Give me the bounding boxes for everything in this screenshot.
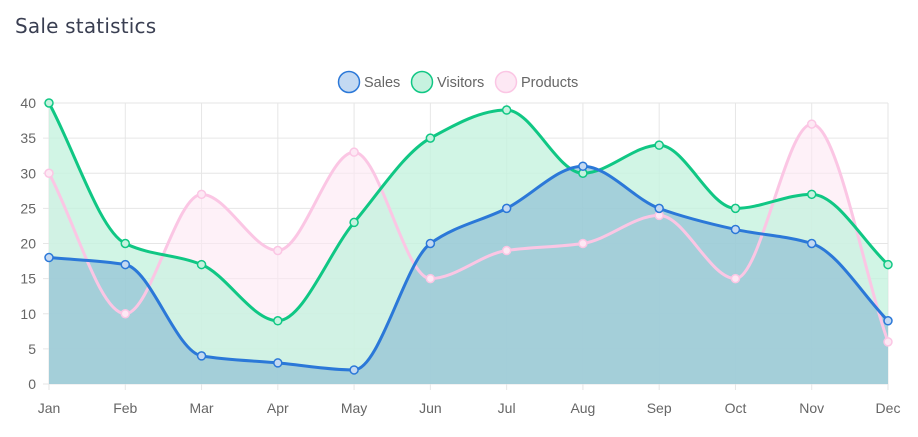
data-point-products (501, 245, 512, 256)
data-point-visitors (425, 133, 436, 143)
data-point-visitors (806, 189, 817, 200)
x-tick-label: Aug (570, 400, 595, 416)
x-tick-label: Sep (647, 400, 672, 416)
data-point-products (120, 309, 131, 319)
x-tick-label: Apr (267, 400, 289, 416)
data-point-visitors (730, 203, 741, 214)
legend-marker-visitors (410, 70, 434, 94)
x-tick-label: Jun (419, 400, 442, 416)
data-point-sales (578, 161, 588, 171)
legend-marker-sales (337, 70, 361, 94)
data-point-products (349, 147, 359, 157)
data-point-sales (654, 203, 664, 214)
data-point-sales (349, 365, 359, 375)
data-point-sales (196, 351, 207, 361)
data-point-visitors (273, 316, 283, 326)
data-point-products (806, 119, 817, 129)
x-tick-label: Mar (189, 400, 213, 416)
data-point-products (196, 189, 207, 200)
y-tick-label: 0 (28, 376, 36, 392)
y-tick-label: 20 (20, 236, 36, 252)
legend-label-products: Products (521, 75, 578, 91)
data-point-visitors (120, 238, 131, 249)
series-line-sales (47, 164, 890, 372)
data-point-products (883, 337, 893, 347)
chart-legend: Sales Visitors Products (337, 70, 578, 94)
data-point-products (273, 245, 283, 256)
data-point-sales (501, 203, 512, 214)
data-point-sales (730, 224, 741, 235)
y-tick-label: 10 (20, 306, 36, 322)
legend-marker-products (494, 70, 518, 94)
series-area-sales (49, 166, 888, 384)
y-tick-label: 15 (20, 271, 36, 287)
x-tick-label: May (341, 400, 367, 416)
x-tick-label: Oct (725, 400, 747, 416)
data-point-visitors (501, 105, 512, 115)
data-point-sales (120, 259, 131, 270)
legend-label-sales: Sales (364, 75, 400, 91)
legend-label-visitors: Visitors (437, 75, 484, 91)
data-point-products (44, 168, 54, 178)
chart-areas (49, 103, 888, 384)
y-tick-label: 25 (20, 200, 36, 216)
data-point-sales (425, 238, 436, 249)
data-point-sales (273, 358, 283, 368)
y-tick-label: 30 (20, 165, 36, 181)
data-point-products (730, 273, 741, 284)
x-tick-label: Jan (38, 400, 61, 416)
data-point-sales (44, 252, 54, 263)
data-point-visitors (349, 217, 359, 228)
data-point-visitors (44, 98, 54, 108)
x-tick-label: Dec (876, 400, 901, 416)
data-point-sales (806, 238, 817, 249)
y-tick-label: 5 (28, 341, 36, 357)
x-tick-label: Feb (113, 400, 137, 416)
y-tick-label: 35 (20, 130, 36, 146)
data-point-visitors (196, 259, 207, 270)
data-point-visitors (654, 140, 664, 150)
y-axis-ticks: 0 5 10 15 20 25 30 35 40 (20, 95, 36, 392)
data-point-products (425, 273, 436, 284)
data-point-sales (883, 316, 893, 326)
chart-title: Sale statistics (15, 14, 157, 38)
x-axis-ticks: Jan Feb Mar Apr May Jun Jul Aug Sep Oct Nov Dec (38, 400, 901, 416)
x-tick-label: Nov (799, 400, 824, 416)
y-tick-label: 40 (20, 95, 36, 111)
data-point-visitors (883, 259, 893, 270)
data-point-products (578, 238, 588, 249)
x-tick-label: Jul (498, 400, 516, 416)
chart-points (44, 98, 893, 375)
